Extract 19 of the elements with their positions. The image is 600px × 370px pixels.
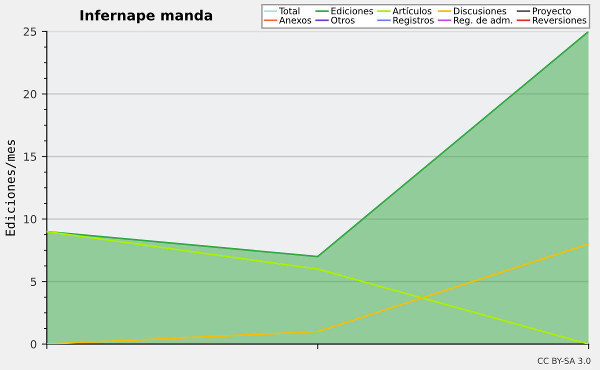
legend-label: Proyecto	[532, 8, 571, 16]
y-tick-label: 10	[24, 215, 36, 224]
legend-label: Anexos	[279, 16, 312, 24]
y-axis-title: Ediciones/mes	[5, 140, 16, 236]
legend-label: Registros	[393, 16, 434, 26]
y-tick-label: 25	[24, 27, 36, 36]
legend-label: Ediciones	[332, 7, 374, 14]
y-tick-label: 0	[30, 340, 36, 348]
legend-label: Reg. de adm.	[454, 16, 512, 26]
chart-title: Infernape manda	[80, 10, 212, 24]
text: CC BY-SA 3.0	[538, 358, 590, 364]
legend-label: Otros	[331, 16, 355, 24]
y-tick-label: 15	[24, 152, 36, 161]
legend-label: Reversiones	[532, 16, 586, 24]
legend-label: Discusiones	[454, 7, 506, 14]
legend-label: Artículos	[392, 7, 432, 14]
legend-label: Total	[279, 7, 300, 14]
y-tick-label: 20	[24, 90, 36, 98]
y-tick-label: 5	[30, 278, 36, 286]
